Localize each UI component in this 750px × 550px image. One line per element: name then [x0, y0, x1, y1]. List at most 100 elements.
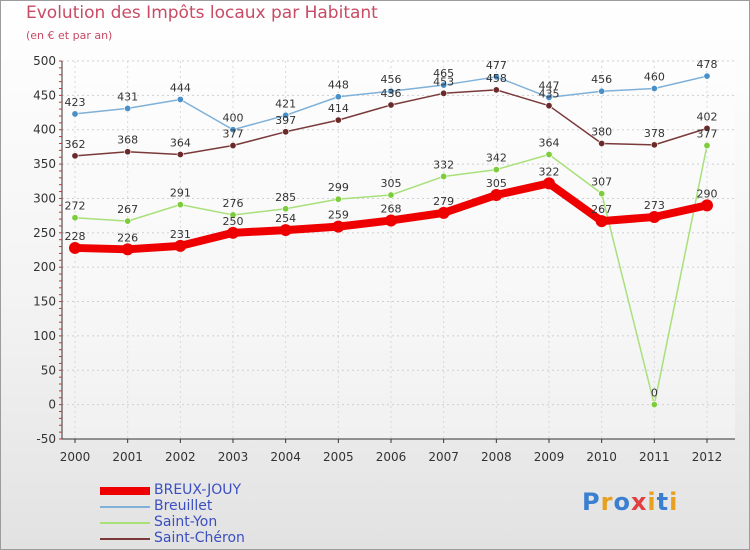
data-label: 448 — [328, 79, 349, 92]
legend-swatch — [100, 538, 150, 540]
data-point — [650, 401, 658, 409]
data-label: 226 — [117, 231, 138, 244]
data-point — [124, 148, 132, 156]
y-tick-label: 400 — [33, 123, 56, 137]
data-label: 378 — [644, 127, 665, 140]
data-point — [545, 93, 553, 101]
data-point — [492, 86, 500, 94]
data-label: 322 — [539, 165, 560, 178]
y-tick-label: 300 — [33, 191, 56, 205]
data-label: 250 — [223, 215, 244, 228]
x-tick-label: 2001 — [112, 450, 143, 464]
data-label: 268 — [381, 202, 402, 215]
data-point — [71, 110, 79, 118]
x-tick-label: 2005 — [323, 450, 354, 464]
data-point — [124, 104, 132, 112]
data-label: 465 — [433, 67, 454, 80]
data-point — [387, 101, 395, 109]
data-point — [598, 139, 606, 147]
data-label: 0 — [651, 387, 658, 400]
data-label: 377 — [697, 128, 718, 141]
legend-label: Saint-Yon — [154, 514, 218, 530]
data-label: 305 — [381, 177, 402, 190]
data-point — [279, 224, 292, 237]
data-point — [703, 72, 711, 80]
data-point — [440, 89, 448, 97]
data-point — [121, 243, 134, 256]
x-tick-label: 2002 — [165, 450, 196, 464]
data-point — [282, 128, 290, 136]
logo-letter: P — [582, 488, 601, 516]
data-point — [332, 220, 345, 233]
data-point — [282, 111, 290, 119]
legend-label: Saint-Chéron — [154, 530, 245, 546]
data-label: 285 — [275, 191, 296, 204]
legend-label: Breuillet — [154, 498, 213, 514]
y-tick-label: 450 — [33, 88, 56, 102]
data-point — [440, 81, 448, 89]
data-label: 477 — [486, 59, 507, 72]
y-tick-label: 500 — [33, 54, 56, 68]
data-label: 397 — [275, 114, 296, 127]
y-tick-label: 100 — [33, 329, 56, 343]
data-point — [492, 166, 500, 174]
data-label: 402 — [697, 110, 718, 123]
logo-letter: i — [669, 488, 679, 516]
legend-swatch — [100, 487, 150, 495]
x-tick-label: 2009 — [534, 450, 565, 464]
data-label: 456 — [591, 73, 612, 86]
data-point — [124, 217, 132, 225]
chart-title: Evolution des Impôts locaux par Habitant — [26, 3, 378, 23]
data-point — [71, 214, 79, 222]
data-point — [176, 95, 184, 103]
data-point — [176, 201, 184, 209]
data-label: 259 — [328, 209, 349, 222]
x-tick-label: 2004 — [270, 450, 301, 464]
x-tick-label: 2008 — [481, 450, 512, 464]
data-point — [229, 211, 237, 219]
data-point — [387, 87, 395, 95]
data-point — [650, 84, 658, 92]
data-label: 364 — [170, 136, 191, 149]
legend-label: BREUX-JOUY — [154, 482, 242, 498]
data-point — [703, 142, 711, 150]
data-label: 279 — [433, 195, 454, 208]
x-tick-label: 2003 — [218, 450, 249, 464]
data-point — [176, 150, 184, 158]
y-tick-label: 200 — [33, 260, 56, 274]
data-label: 447 — [539, 79, 560, 92]
data-point — [71, 152, 79, 160]
data-label: 364 — [539, 136, 560, 149]
logo-letter: x — [630, 488, 648, 516]
x-tick-label: 2011 — [639, 450, 670, 464]
data-point — [385, 214, 397, 227]
data-point — [650, 141, 658, 149]
data-point — [703, 124, 711, 132]
legend-swatch — [100, 522, 150, 524]
y-tick-label: -50 — [36, 432, 56, 446]
x-tick-label: 2006 — [376, 450, 407, 464]
legend-swatch — [100, 506, 150, 508]
data-label: 444 — [170, 81, 191, 94]
data-point — [492, 73, 500, 81]
x-tick-label: 2010 — [586, 450, 617, 464]
x-tick-label: 2000 — [60, 450, 91, 464]
logo-letter: o — [613, 488, 631, 516]
data-point — [437, 206, 450, 219]
data-point — [440, 172, 448, 180]
data-label: 368 — [117, 134, 138, 147]
data-point — [334, 116, 342, 124]
y-tick-label: 350 — [33, 157, 56, 171]
data-label: 299 — [328, 181, 349, 194]
data-point — [648, 211, 661, 224]
y-tick-label: 50 — [41, 363, 56, 377]
data-point — [543, 177, 555, 190]
data-label: 362 — [65, 138, 86, 151]
data-label: 377 — [223, 128, 244, 141]
data-point — [229, 126, 237, 134]
data-label: 276 — [223, 197, 244, 210]
data-label: 254 — [275, 212, 296, 225]
data-label: 342 — [486, 152, 507, 165]
data-label: 273 — [644, 199, 665, 212]
